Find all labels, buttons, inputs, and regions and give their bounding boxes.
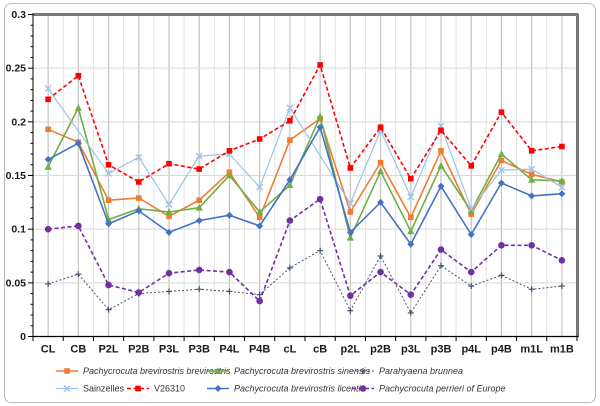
x-category-label: m1B xyxy=(550,344,574,356)
y-tick-label: 0.25 xyxy=(6,63,27,75)
y-tick-label: 0.1 xyxy=(11,224,26,236)
y-tick-label: 0.15 xyxy=(6,170,27,182)
x-category-label: P2B xyxy=(128,344,149,356)
series-v26310 xyxy=(45,62,565,185)
y-tick-label: 0.3 xyxy=(11,9,26,21)
legend-item-label: Sainzelles xyxy=(83,384,125,394)
x-category-label: p2B xyxy=(370,344,391,356)
series-sainzelles xyxy=(44,85,566,213)
x-category-label: P3L xyxy=(159,344,179,356)
x-category-label: p3B xyxy=(431,344,452,356)
legend-item-v26310: V26310 xyxy=(127,384,185,394)
series-pachycrocuta-brevirostris-licenti xyxy=(44,123,566,248)
series-pachycrocuta-perrieri-of-europe xyxy=(44,195,566,305)
x-category-label: p2L xyxy=(341,344,361,356)
x-category-label: CB xyxy=(70,344,86,356)
legend-item-label: Pachycrocuta brevirostris brevirostris xyxy=(83,366,231,376)
legend-item-label: Pachycrocuta perrieri of Europe xyxy=(379,384,506,394)
legend-item-pachycrocuta-brevirostris-brevirostris: Pachycrocuta brevirostris brevirostris xyxy=(56,366,231,376)
legend-item-label: V26310 xyxy=(154,384,185,394)
legend-item-pachycrocuta-brevirostris-licenti: Pachycrocuta brevirostris licenti xyxy=(207,384,362,394)
legend-item-label: Pachycrocuta brevirostris licenti xyxy=(234,384,362,394)
x-category-label: p3L xyxy=(401,344,421,356)
legend-item-parahyaena-brunnea: Parahyaena brunnea xyxy=(352,366,463,376)
x-category-label: cB xyxy=(313,344,327,356)
x-category-label: P3B xyxy=(189,344,210,356)
x-category-label: m1L xyxy=(520,344,543,356)
gridlines xyxy=(33,14,577,337)
x-axis: CL CB P2L P2B P3L P3B P4L P4B cL cB p2L p2B p3L p3B p4… xyxy=(32,335,579,356)
x-category-label: p4B xyxy=(491,344,512,356)
legend-item-label: Parahyaena brunnea xyxy=(379,366,463,376)
x-category-label: P4B xyxy=(249,344,270,356)
x-category-label: P4L xyxy=(219,344,239,356)
plot-border xyxy=(32,13,579,337)
x-category-label: P2L xyxy=(98,344,118,356)
y-tick-label: 0 xyxy=(20,331,26,343)
legend-item-sainzelles: Sainzelles xyxy=(56,384,125,394)
series-parahyaena-brunnea xyxy=(45,247,565,316)
legend-item-label: Pachycrocuta brevirostris sinensis xyxy=(234,366,371,376)
legend-item-pachycrocuta-perrieri-of-europe: Pachycrocuta perrieri of Europe xyxy=(352,384,506,394)
y-axis: 0 0.05 0.1 0.15 0.2 0.25 0.3 xyxy=(6,9,34,343)
legend-item-pachycrocuta-brevirostris-sinensis: Pachycrocuta brevirostris sinensis xyxy=(207,366,371,376)
x-category-label: CL xyxy=(41,344,56,356)
legend: Pachycrocuta brevirostris brevirostris Pa… xyxy=(56,366,506,394)
y-tick-label: 0.05 xyxy=(6,277,27,289)
x-category-label: p4L xyxy=(461,344,481,356)
y-tick-label: 0.2 xyxy=(11,116,26,128)
x-category-label: cL xyxy=(283,344,296,356)
